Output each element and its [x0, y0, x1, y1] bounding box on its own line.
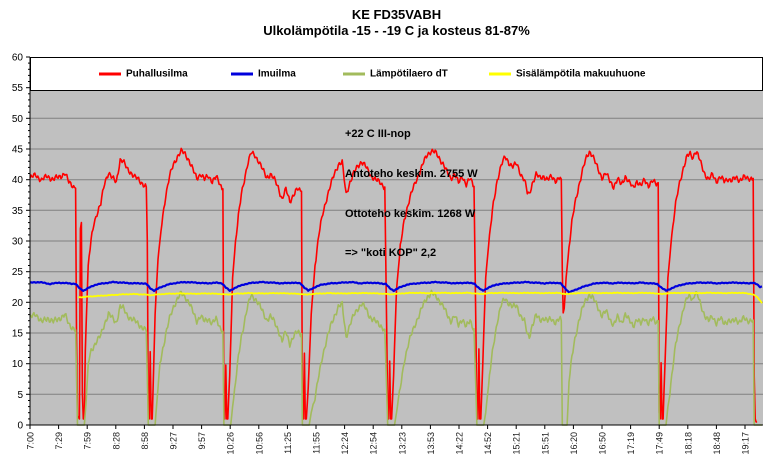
chart-title-block: KE FD35VABH Ulkolämpötila -15 - -19 C ja…	[30, 7, 763, 39]
x-tick-label: 7:59	[83, 432, 93, 450]
x-tick-label: 13:53	[426, 432, 436, 455]
x-tick-label: 8:58	[140, 432, 150, 450]
x-tick-label: 14:52	[483, 432, 493, 455]
chart-title: KE FD35VABH	[351, 7, 442, 22]
x-tick-label: 11:25	[283, 432, 293, 454]
legend-label-sisalampotila: Sisälämpötila makuuhuone	[516, 68, 646, 80]
legend-line-red-icon	[99, 72, 121, 76]
legend-label-imuilma: Imuilma	[258, 68, 296, 80]
x-tick-label: 10:56	[254, 432, 264, 455]
y-tick-label: 55	[12, 83, 24, 94]
y-tick-label: 25	[12, 267, 24, 278]
x-tick-label: 12:24	[340, 432, 350, 455]
annotation-line-2: Antoteho keskim. 2755 W	[345, 168, 478, 181]
legend-line-blue-icon	[231, 72, 253, 76]
x-tick-label: 9:27	[169, 432, 179, 450]
plot-background	[30, 91, 763, 425]
legend-label-lampotilaero: Lämpötilaero dT	[370, 68, 448, 80]
y-tick-label: 50	[12, 114, 24, 125]
x-tick-label: 17:19	[626, 432, 636, 455]
series-line-3	[78, 291, 763, 304]
legend-item-imuilma: Imuilma	[231, 69, 296, 80]
series-line-1	[29, 280, 763, 294]
y-tick-label: 45	[12, 145, 24, 156]
x-tick-label: 8:28	[111, 432, 121, 450]
x-tick-label: 18:48	[712, 432, 722, 455]
x-tick-label: 16:20	[569, 432, 579, 455]
legend-line-yellow-icon	[489, 72, 511, 76]
x-tick-label: 13:23	[397, 432, 407, 455]
y-tick-label: 40	[12, 175, 24, 186]
legend-item-lampotilaero: Lämpötilaero dT	[343, 69, 448, 80]
x-tick-label: 7:29	[54, 432, 64, 450]
y-tick-label: 30	[12, 237, 24, 248]
series-line-0	[29, 147, 758, 423]
y-tick-label: 10	[12, 359, 24, 370]
x-tick-label: 11:55	[312, 432, 322, 454]
x-tick-label: 17:49	[655, 432, 665, 455]
x-tick-label: 18:18	[683, 432, 693, 455]
y-tick-label: 15	[12, 329, 24, 340]
annotation-line-3: Ottoteho keskim. 1268 W	[345, 207, 476, 220]
y-tick-label: 5	[17, 390, 23, 401]
y-tick-label: 35	[12, 206, 24, 217]
legend-line-olive-icon	[343, 72, 365, 76]
x-tick-label: 15:51	[540, 432, 550, 455]
x-tick-label: 10:26	[226, 432, 236, 455]
legend-item-sisalampotila: Sisälämpötila makuuhuone	[489, 69, 645, 80]
y-tick-label: 20	[12, 298, 24, 309]
annotation-line-1: +22 C III-nop	[345, 128, 411, 141]
y-tick-label: 0	[17, 421, 23, 432]
x-tick-label: 9:57	[197, 432, 207, 450]
y-tick-label: 60	[12, 53, 24, 64]
x-tick-label: 12:54	[369, 432, 379, 455]
x-tick-label: 7:00	[26, 432, 36, 450]
annotation-block: +22 C III-nop Antoteho keskim. 2755 W Ot…	[345, 102, 478, 287]
legend: Puhallusilma Imuilma Lämpötilaero dT Sis…	[30, 57, 763, 91]
legend-label-puhallusilma: Puhallusilma	[126, 68, 188, 80]
x-tick-label: 19:17	[741, 432, 751, 455]
x-tick-label: 16:50	[598, 432, 608, 455]
x-tick-label: 14:22	[455, 432, 465, 455]
x-tick-label: 15:21	[512, 432, 522, 455]
annotation-line-4: => "koti KOP" 2,2	[345, 247, 437, 260]
chart-subtitle: Ulkolämpötila -15 - -19 C ja kosteus 81-…	[263, 23, 530, 38]
legend-item-puhallusilma: Puhallusilma	[99, 69, 188, 80]
